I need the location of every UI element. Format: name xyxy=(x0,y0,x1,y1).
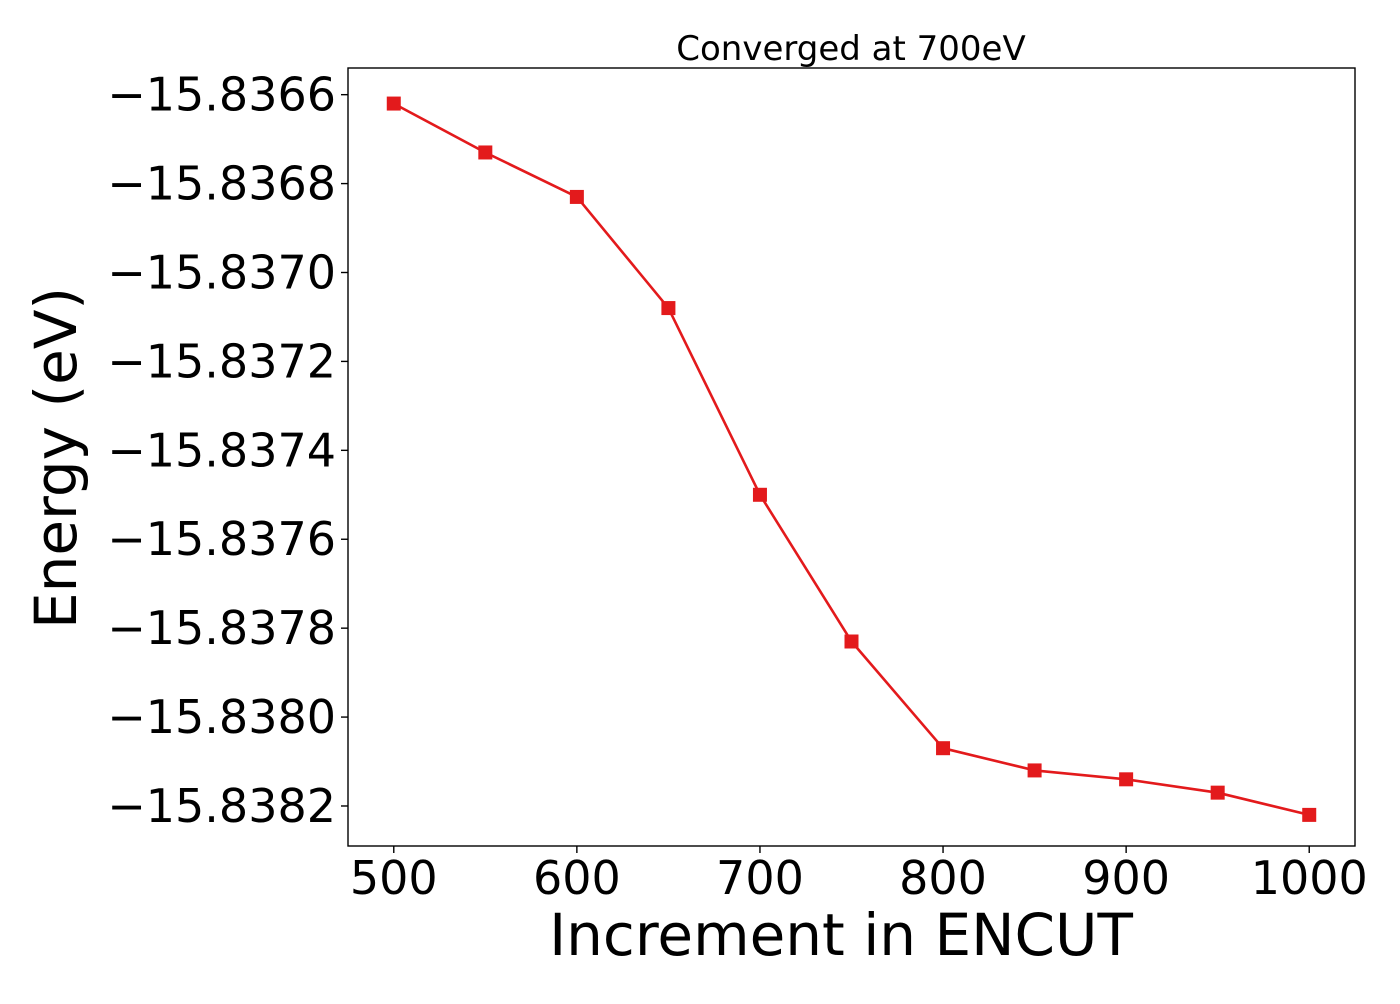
y-tick-label: −15.8372 xyxy=(107,334,336,388)
data-point-marker xyxy=(569,189,584,204)
plot-area xyxy=(347,67,1356,847)
y-tick-label: −15.8376 xyxy=(107,512,336,566)
x-tick-label: 900 xyxy=(1082,851,1170,905)
y-tick-label: −15.8378 xyxy=(107,601,336,655)
data-point-marker xyxy=(1027,763,1042,778)
y-tick-label: −15.8382 xyxy=(107,779,336,833)
y-axis-label: Energy (eV) xyxy=(22,287,90,629)
data-point-marker xyxy=(386,96,401,111)
y-tick-label: −15.8370 xyxy=(107,246,336,300)
data-point-marker xyxy=(1210,785,1225,800)
x-tick-label: 1000 xyxy=(1251,851,1368,905)
y-tick-label: −15.8380 xyxy=(107,690,336,744)
y-tick-label: −15.8368 xyxy=(107,157,336,211)
x-tick-label: 800 xyxy=(899,851,987,905)
y-axis: −15.8366 −15.8368 −15.8370 −15.8372 −15.8374… xyxy=(107,68,348,833)
data-point-marker xyxy=(752,487,767,502)
x-axis: 500 600 700 800 900 1000 xyxy=(350,846,1368,905)
data-point-marker xyxy=(1302,807,1317,822)
chart-title: Converged at 700eV xyxy=(676,29,1025,69)
y-tick-label: −15.8374 xyxy=(107,423,336,477)
plot-frame xyxy=(347,67,1356,847)
data-point-marker xyxy=(844,634,859,649)
data-point-marker xyxy=(1119,772,1134,787)
data-point-marker xyxy=(478,145,493,160)
series-line xyxy=(393,102,1310,817)
y-tick-label: −15.8366 xyxy=(107,68,336,122)
x-axis-label: Increment in ENCUT xyxy=(549,901,1133,969)
data-point-marker xyxy=(661,301,676,316)
data-point-marker xyxy=(936,741,951,756)
x-tick-label: 500 xyxy=(350,851,438,905)
x-tick-label: 700 xyxy=(716,851,804,905)
x-tick-label: 600 xyxy=(533,851,621,905)
